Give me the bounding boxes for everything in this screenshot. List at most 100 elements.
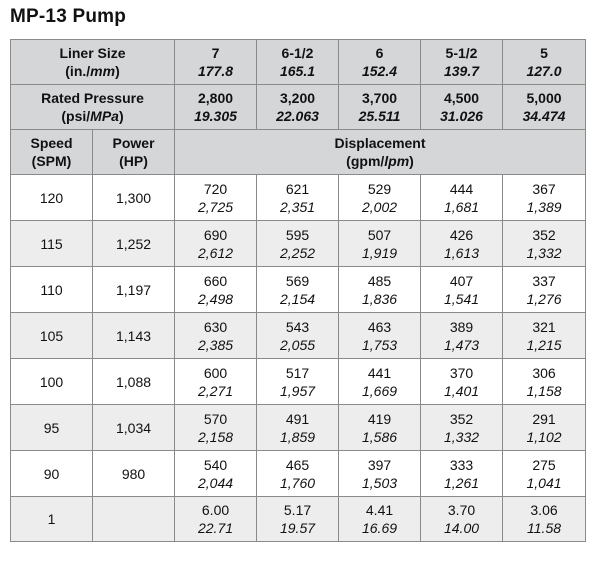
displacement-cell: 306 1,158 [502, 358, 587, 405]
gpm-value: 352 [532, 226, 556, 243]
lpm-value: 1,753 [361, 336, 398, 353]
gpm-value: 441 [367, 364, 392, 381]
displacement-cell: 321 1,215 [502, 312, 587, 359]
lpm-value: 2,498 [197, 290, 234, 307]
displacement-cell: 529 2,002 [338, 174, 422, 221]
displacement-cell: 444 1,681 [420, 174, 504, 221]
lpm-value: 2,044 [197, 474, 234, 491]
lpm-value: 2,385 [197, 336, 234, 353]
power-cell [91, 496, 176, 542]
liner-size-cell: 5-1/2 139.7 [420, 39, 504, 85]
gpm-value: 529 [367, 180, 392, 197]
displacement-cell: 621 2,351 [256, 174, 340, 221]
displacement-cell: 517 1,957 [256, 358, 340, 405]
speed-cell: 95 [10, 404, 93, 451]
gpm-value: 306 [532, 364, 556, 381]
speed-cell: 110 [10, 266, 93, 313]
gpm-value: 595 [285, 226, 310, 243]
power-cell: 1,088 [91, 358, 176, 405]
displacement-cell: 569 2,154 [256, 266, 340, 313]
rated-pressure-cell: 4,500 31.026 [420, 84, 504, 130]
lpm-value: 1,041 [526, 474, 562, 491]
gpm-value: 517 [285, 364, 310, 381]
lpm-value: 1,760 [279, 474, 316, 491]
rated-pressure-cell: 2,800 19.305 [174, 84, 258, 130]
lpm-value: 14.00 [443, 520, 480, 536]
speed-cell: 115 [10, 220, 93, 267]
speed-header: Speed (SPM) [10, 129, 93, 175]
gpm-value: 426 [449, 226, 474, 243]
table-row: 120 1,300 720 2,725 621 2,351 529 2,002 444 1,681… [10, 174, 587, 221]
liner-size-cell: 7 177.8 [174, 39, 258, 85]
lpm-value: 1,919 [361, 244, 398, 261]
displacement-cell: 485 1,836 [338, 266, 422, 313]
lpm-value: 22.71 [197, 520, 234, 536]
gpm-value: 321 [532, 318, 556, 335]
gpm-value: 275 [532, 456, 556, 473]
gpm-value: 690 [203, 226, 228, 243]
gpm-value: 407 [449, 272, 474, 289]
liner-size-cell: 6 152.4 [338, 39, 422, 85]
table-row: 105 1,143 630 2,385 543 2,055 463 1,753 389 1,473… [10, 312, 587, 359]
page-title: MP-13 Pump [10, 6, 127, 27]
gpm-value: 465 [285, 456, 310, 473]
speed-cell: 1 [10, 496, 93, 542]
lpm-value: 19.57 [279, 520, 316, 536]
table-row: 1 6.00 22.71 5.17 19.57 4.41 16.69 3.70 14.00 3.0… [10, 496, 587, 542]
lpm-value: 1,276 [526, 290, 562, 307]
displacement-cell: 600 2,271 [174, 358, 258, 405]
lpm-value: 1,613 [443, 244, 480, 261]
displacement-cell: 397 1,503 [338, 450, 422, 497]
lpm-value: 1,102 [526, 428, 562, 445]
speed-cell: 100 [10, 358, 93, 405]
lpm-value: 1,541 [443, 290, 480, 307]
displacement-cell: 6.00 22.71 [174, 496, 258, 542]
lpm-value: 2,351 [279, 198, 316, 215]
displacement-cell: 333 1,261 [420, 450, 504, 497]
liner-size-header: Liner Size (in./mm) [9, 39, 176, 85]
gpm-value: 569 [285, 272, 310, 289]
rated-pressure-cell: 3,200 22.063 [256, 84, 340, 130]
lpm-value: 1,836 [361, 290, 398, 307]
gpm-value: 5.17 [283, 502, 312, 518]
displacement-cell: 352 1,332 [420, 404, 504, 451]
displacement-cell: 690 2,612 [174, 220, 258, 267]
gpm-value: 660 [203, 272, 228, 289]
displacement-cell: 5.17 19.57 [256, 496, 340, 542]
displacement-header: Displacement (gpm/lpm) [174, 129, 587, 175]
lpm-value: 2,154 [279, 290, 316, 307]
rated-pressure-cell: 3,700 25.511 [338, 84, 422, 130]
speed-cell: 90 [10, 450, 93, 497]
gpm-value: 507 [367, 226, 392, 243]
rated-pressure-header: Rated Pressure (psi/MPa) [9, 84, 176, 130]
gpm-value: 389 [449, 318, 474, 335]
lpm-value: 2,612 [197, 244, 234, 261]
gpm-value: 444 [449, 180, 474, 197]
lpm-value: 2,158 [197, 428, 234, 445]
displacement-cell: 3.70 14.00 [420, 496, 504, 542]
lpm-value: 1,215 [526, 336, 562, 353]
displacement-cell: 507 1,919 [338, 220, 422, 267]
lpm-value: 1,401 [443, 382, 480, 399]
speed-cell: 120 [10, 174, 93, 221]
rated-pressure-cell: 5,000 34.474 [502, 84, 587, 130]
gpm-value: 397 [367, 456, 392, 473]
lpm-value: 2,002 [361, 198, 398, 215]
lpm-value: 1,859 [279, 428, 316, 445]
displacement-cell: 3.06 11.58 [502, 496, 587, 542]
gpm-value: 621 [285, 180, 310, 197]
table-row: 95 1,034 570 2,158 491 1,859 419 1,586 352 1,332 2… [10, 404, 587, 451]
gpm-value: 570 [203, 410, 228, 427]
gpm-value: 6.00 [201, 502, 230, 518]
gpm-value: 291 [532, 410, 556, 427]
displacement-cell: 291 1,102 [502, 404, 587, 451]
power-cell: 1,252 [91, 220, 176, 267]
lpm-value: 2,055 [279, 336, 316, 353]
displacement-cell: 570 2,158 [174, 404, 258, 451]
gpm-value: 370 [449, 364, 474, 381]
displacement-cell: 352 1,332 [502, 220, 587, 267]
displacement-cell: 540 2,044 [174, 450, 258, 497]
lpm-value: 1,261 [443, 474, 480, 491]
power-header: Power (HP) [91, 129, 176, 175]
